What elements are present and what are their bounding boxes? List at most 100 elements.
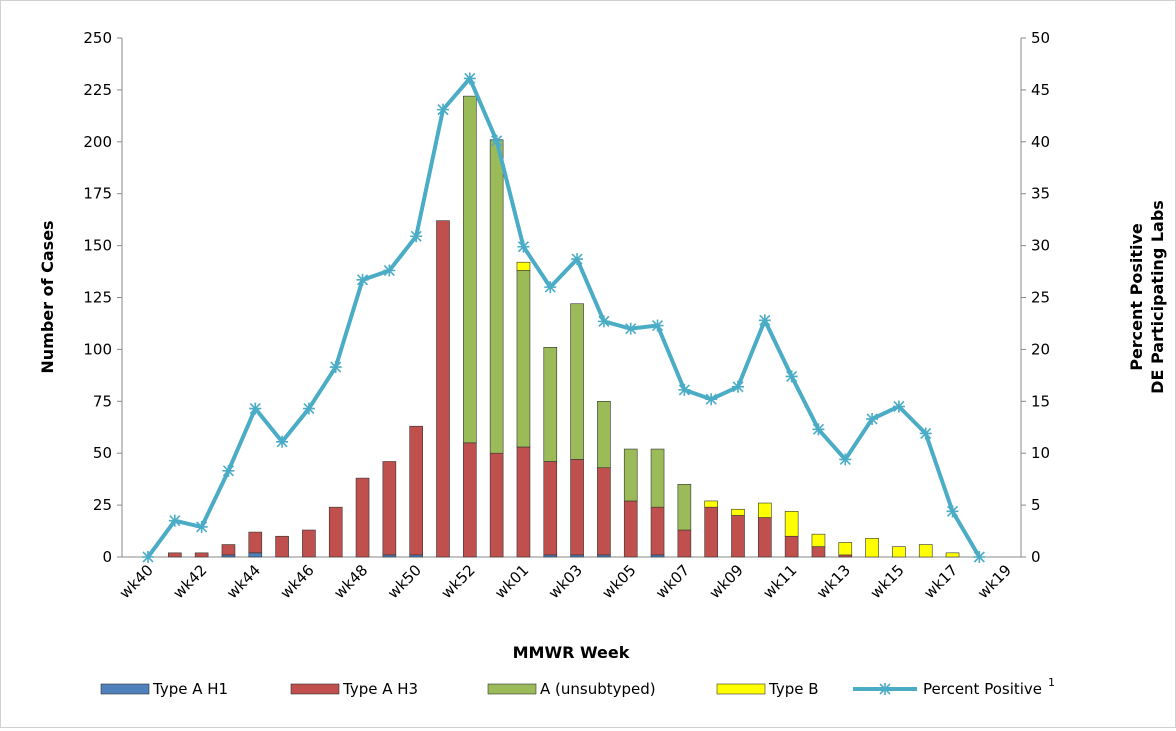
y-tick-label: 75 (93, 392, 112, 410)
bar-segment (731, 515, 745, 558)
y-tick-label: 100 (83, 340, 112, 358)
y-tick-label: 0 (102, 548, 112, 566)
legend-swatch (290, 683, 340, 695)
line-marker (732, 380, 744, 393)
line-marker (624, 322, 637, 335)
line-marker (544, 281, 557, 294)
line-marker (973, 551, 986, 563)
y-tick-label: 250 (83, 29, 112, 47)
y2-tick-label: 35 (1031, 185, 1050, 203)
bar-segment (811, 546, 826, 558)
y2-tick-label: 50 (1031, 29, 1050, 47)
x-tick-label: wk46 (277, 561, 318, 602)
x-tick-label: wk11 (759, 561, 800, 602)
bar-segment (328, 506, 343, 558)
y2-tick-label: 5 (1031, 496, 1041, 514)
bar-segment (650, 554, 665, 558)
legend-label: Type B (768, 680, 819, 698)
y2-axis-title: DE Participating Labs (1148, 200, 1167, 394)
bar-segment (570, 554, 584, 558)
legend-label: Type A H1 (152, 680, 228, 698)
bar-segment (543, 554, 558, 558)
bar-segment (570, 459, 584, 556)
line-marker (329, 361, 342, 374)
line-marker (302, 402, 315, 415)
bar-segment (704, 506, 718, 558)
legend-label: A (unsubtyped) (540, 680, 656, 698)
x-tick-label: wk48 (330, 561, 371, 602)
bar-segment (463, 442, 477, 558)
y2-tick-label: 40 (1031, 133, 1050, 151)
bar-segment (543, 347, 558, 462)
bar-segment (758, 502, 772, 518)
legend-superscript: 1 (1048, 676, 1055, 689)
x-tick-label: wk52 (438, 561, 479, 602)
bar-segment (194, 552, 209, 558)
y2-tick-label: 15 (1031, 392, 1050, 410)
line-marker (410, 230, 423, 243)
x-tick-label: wk15 (867, 561, 908, 602)
legend-swatch (716, 683, 766, 695)
x-tick-label: wk42 (169, 561, 210, 602)
bar-segment (597, 554, 611, 558)
y2-tick-label: 30 (1031, 237, 1050, 255)
line-marker (785, 370, 798, 383)
line-series (146, 76, 982, 559)
bar-segment (838, 542, 853, 556)
bar-segment (597, 467, 611, 556)
y2-tick-label: 0 (1031, 548, 1041, 566)
bar-segment (865, 538, 879, 558)
line-marker (866, 412, 879, 425)
line-marker (946, 505, 959, 518)
x-tick-label: wk13 (813, 561, 854, 602)
y-tick-label: 50 (93, 444, 112, 462)
bar-segment (650, 506, 665, 556)
y2-axis-title: Percent Positive (1127, 223, 1146, 371)
bar-segment (784, 535, 799, 558)
legend-label: Type A H3 (342, 680, 418, 698)
bar-segment (221, 554, 236, 558)
x-tick-label: wk19 (974, 561, 1015, 602)
line-marker (678, 383, 691, 396)
bar-segment (811, 533, 826, 547)
bar-segment (463, 95, 477, 444)
line-marker (356, 273, 369, 286)
line-marker (463, 72, 476, 85)
bar-segment (516, 261, 531, 271)
bar-segment (784, 511, 799, 537)
line-marker (222, 464, 235, 477)
bar-segment (731, 508, 745, 516)
legend-label: Percent Positive (923, 680, 1042, 698)
y-tick-label: 125 (83, 289, 112, 307)
bar-segment (918, 544, 933, 558)
line-marker (839, 453, 852, 466)
y-tick-label: 25 (93, 496, 112, 514)
line-marker (517, 240, 530, 253)
x-tick-label: wk17 (920, 561, 961, 602)
x-tick-label: wk03 (545, 561, 586, 602)
bar-segment (838, 554, 853, 558)
bar-segment (382, 461, 397, 556)
legend-swatch (100, 683, 150, 695)
line-marker (276, 435, 289, 448)
x-tick-label: wk07 (652, 561, 693, 602)
bar-segment (248, 531, 263, 554)
bar-segment (302, 529, 316, 558)
y2-tick-label: 20 (1031, 340, 1050, 358)
bar-segment (355, 477, 370, 558)
legend-swatch (487, 683, 537, 695)
bar-segment (758, 517, 772, 558)
bar-segment (623, 500, 638, 558)
line-marker (437, 103, 449, 116)
bar-segment (382, 554, 397, 558)
line-marker (168, 514, 181, 527)
line-marker (490, 134, 503, 147)
x-axis-title: MMWR Week (513, 643, 630, 662)
y-tick-label: 175 (83, 185, 112, 203)
bar-segment (248, 552, 263, 558)
line-marker (651, 319, 664, 332)
bar-segment (945, 552, 960, 558)
x-tick-label: wk01 (491, 561, 532, 602)
line-marker (597, 315, 610, 328)
bar-segment (221, 544, 236, 556)
